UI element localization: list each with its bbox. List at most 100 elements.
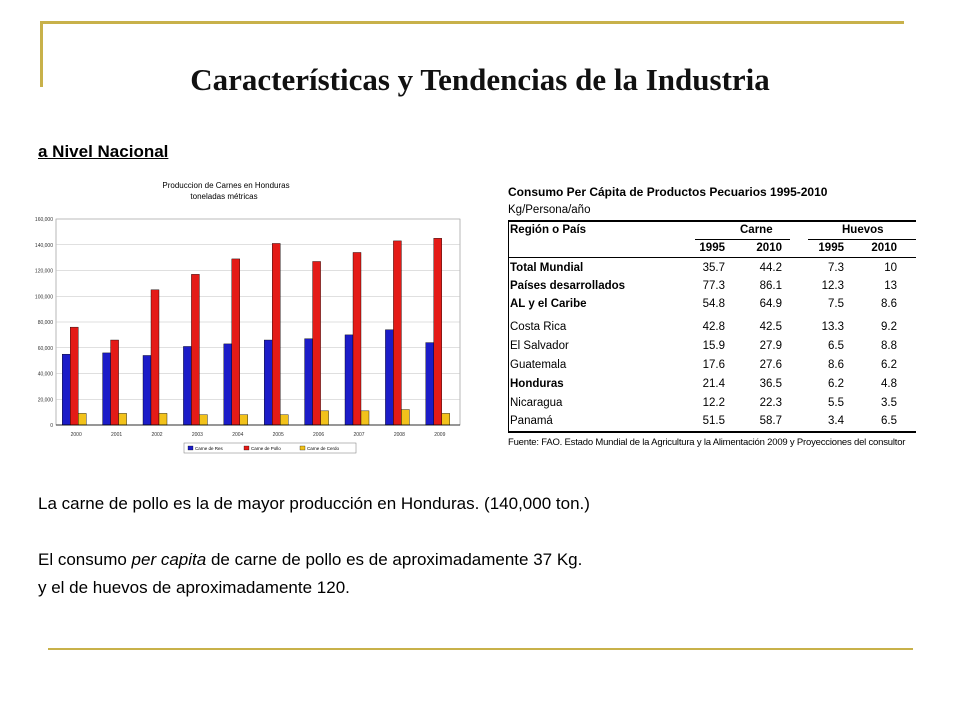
table-cell-value: 13.3 — [821, 321, 844, 333]
table-cell-value: 77.3 — [702, 280, 725, 292]
table-cell-value: 21.4 — [702, 378, 725, 390]
bar — [110, 339, 119, 426]
frame-rule-top — [40, 21, 904, 24]
table-cell-value: 3.5 — [881, 397, 897, 409]
table-row-label: Países desarrollados — [510, 280, 626, 292]
table-rule-carne — [695, 239, 790, 240]
table-row-label: Costa Rica — [510, 321, 567, 333]
slide-subtitle: a Nivel Nacional — [38, 142, 169, 161]
bar — [304, 338, 313, 426]
y-tick-label: 140,000 — [35, 243, 53, 249]
table-cell-value: 6.2 — [881, 359, 897, 371]
legend-label: Carne de Pollo — [251, 446, 281, 451]
legend-box — [183, 442, 357, 454]
table-cell-value: 5.5 — [828, 397, 844, 409]
bar — [223, 343, 233, 426]
paragraph-per-capita-start: El consumo — [38, 550, 132, 569]
bar — [231, 258, 241, 426]
x-tick-label: 2003 — [192, 432, 203, 438]
legend-swatch — [187, 445, 194, 451]
bar — [142, 355, 152, 426]
paragraph-chicken-production: La carne de pollo es la de mayor producc… — [38, 494, 590, 513]
table-row-label: Honduras — [510, 378, 564, 390]
table-cell-value: 42.8 — [702, 321, 725, 333]
bar — [199, 414, 208, 426]
table-source: Fuente: FAO. Estado Mundial de la Agricu… — [508, 437, 906, 448]
table-row-label: Total Mundial — [510, 262, 584, 274]
table-rule-bottom — [508, 431, 916, 433]
table-cell-value: 7.3 — [828, 262, 844, 274]
bar — [78, 413, 87, 426]
legend-label: Carne de Cerdo — [307, 446, 340, 451]
legend-swatch — [299, 445, 306, 451]
legend-label: Carne de Res — [195, 446, 224, 451]
table-cell-value: 51.5 — [702, 415, 725, 427]
bar — [62, 353, 71, 426]
bar — [320, 410, 329, 426]
table-cell-value: 54.8 — [702, 298, 725, 310]
table-rule-top — [508, 220, 916, 222]
table-cell-value: 6.2 — [828, 378, 844, 390]
col-header-year: 2010 — [871, 242, 897, 254]
bar — [158, 413, 168, 426]
bar — [263, 339, 273, 426]
table-cell-value: 8.6 — [828, 359, 844, 371]
paragraph-per-capita: El consumo per capita de carne de pollo … — [38, 550, 582, 570]
col-header-carne: Carne — [740, 224, 773, 236]
bar — [425, 342, 434, 426]
bar — [393, 240, 402, 426]
table-cell-value: 7.5 — [828, 298, 844, 310]
table-cell-value: 17.6 — [702, 359, 725, 371]
slide-title: Características y Tendencias de la Indus… — [190, 62, 770, 97]
x-tick-label: 2002 — [151, 432, 162, 438]
table-cell-value: 86.1 — [759, 280, 782, 292]
paragraph-per-capita-end: de carne de pollo es de aproximadamente … — [206, 550, 583, 569]
table-cell-value: 22.3 — [759, 397, 782, 409]
paragraph-per-capita-italic: per capita — [131, 550, 207, 569]
consumption-table: Consumo Per Cápita de Productos Pecuario… — [480, 182, 920, 462]
y-tick-label: 80,000 — [38, 320, 54, 326]
bar — [239, 414, 249, 426]
table-cell-value: 10 — [884, 262, 897, 274]
x-tick-label: 2005 — [273, 432, 284, 438]
bar — [344, 334, 354, 426]
bar — [191, 274, 200, 426]
x-tick-label: 2004 — [232, 432, 243, 438]
table-cell-value: 4.8 — [881, 378, 897, 390]
table-cell-value: 6.5 — [828, 340, 844, 352]
table-rule-huevos — [808, 239, 916, 240]
x-tick-label: 2007 — [353, 432, 364, 438]
table-cell-value: 35.7 — [702, 262, 725, 274]
bar — [70, 326, 79, 426]
x-tick-label: 2009 — [434, 432, 445, 438]
table-row-label: AL y el Caribe — [510, 298, 587, 310]
y-tick-label: 100,000 — [35, 294, 53, 300]
table-cell-value: 64.9 — [759, 298, 782, 310]
table-row-label: El Salvador — [510, 340, 569, 352]
bar — [360, 410, 370, 426]
legend-swatch — [243, 445, 250, 451]
table-cell-value: 36.5 — [759, 378, 782, 390]
bar — [352, 252, 362, 426]
col-header-year: 2010 — [756, 242, 782, 254]
x-tick-label: 2008 — [394, 432, 405, 438]
chart-subtitle: toneladas métricas — [190, 192, 257, 201]
y-tick-label: 40,000 — [38, 372, 54, 378]
bar — [150, 289, 160, 426]
bar — [102, 352, 111, 426]
y-tick-label: 0 — [50, 423, 53, 429]
table-row-label: Panamá — [510, 415, 553, 427]
table-rule-header — [508, 257, 916, 258]
table-cell-value: 8.6 — [881, 298, 897, 310]
table-cell-value: 27.6 — [759, 359, 782, 371]
table-rule-left — [508, 220, 509, 431]
x-tick-label: 2001 — [111, 432, 122, 438]
col-header-year: 1995 — [699, 242, 725, 254]
paragraph-eggs: y el de huevos de aproximadamente 120. — [38, 578, 350, 597]
table-cell-value: 8.8 — [881, 340, 897, 352]
bar — [280, 414, 289, 426]
frame-rule-bottom — [48, 648, 913, 650]
production-bar-chart: Produccion de Carnes en Honduras tonelad… — [35, 181, 461, 454]
bar — [312, 261, 321, 426]
table-cell-value: 13 — [884, 280, 897, 292]
